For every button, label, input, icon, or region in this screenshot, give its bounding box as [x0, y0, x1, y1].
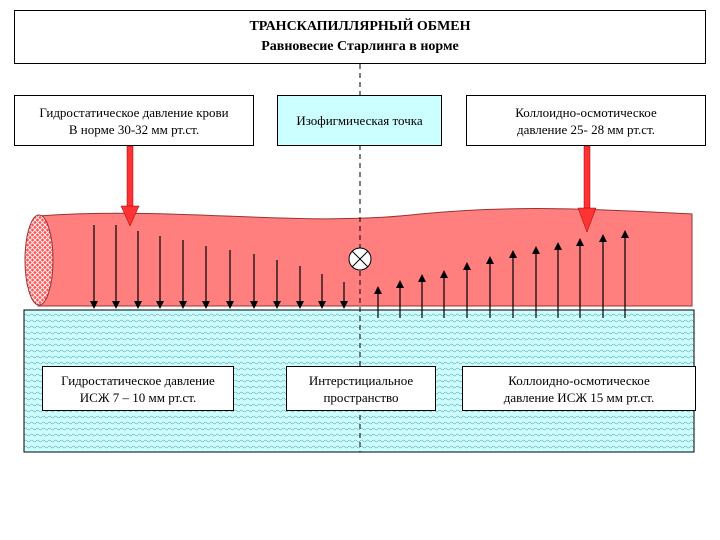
title-box: ТРАНСКАПИЛЛЯРНЫЙ ОБМЕН Равновесие Старли… [14, 10, 706, 64]
hydrostatic-isf-pressure-label: Гидростатическое давление ИСЖ 7 – 10 мм … [42, 366, 234, 411]
page-title: ТРАНСКАПИЛЛЯРНЫЙ ОБМЕН [249, 19, 471, 34]
hydrostatic-pressure-arrow [120, 145, 140, 227]
label-line: В норме 30-32 мм рт.ст. [68, 121, 200, 137]
label-line: Гидростатическое давление крови [39, 104, 229, 120]
isosphygmic-point-label: Изофигмическая точка [277, 95, 442, 146]
label-line: давление ИСЖ 15 мм рт.ст. [503, 389, 655, 405]
colloid-osmotic-blood-pressure-label: Коллоидно-осмотическое давление 25- 28 м… [466, 95, 706, 146]
label-line: Изофигмическая точка [296, 113, 423, 128]
capillary-cross-section [24, 214, 54, 306]
reabsorption-arrows [374, 230, 629, 318]
label-line: давление 25- 28 мм рт.ст. [516, 121, 656, 137]
colloid-osmotic-isf-pressure-label: Коллоидно-осмотическое давление ИСЖ 15 м… [462, 366, 696, 411]
label-line: Гидростатическое давление [61, 372, 215, 388]
colloid-osmotic-pressure-arrow [577, 145, 597, 233]
page-subtitle: Равновесие Старлинга в норме [261, 39, 459, 54]
label-line: пространство [323, 389, 399, 405]
label-line: ИСЖ 7 – 10 мм рт.ст. [79, 389, 197, 405]
label-line: Коллоидно-осмотическое [515, 104, 657, 120]
hydrostatic-blood-pressure-label: Гидростатическое давление крови В норме … [14, 95, 254, 146]
filtration-arrows [90, 225, 348, 309]
label-line: Интерстициальное [308, 372, 414, 388]
interstitial-space-label: Интерстициальное пространство [286, 366, 436, 411]
label-line: Коллоидно-осмотическое [508, 372, 650, 388]
isosphygmic-point-icon [348, 247, 372, 271]
